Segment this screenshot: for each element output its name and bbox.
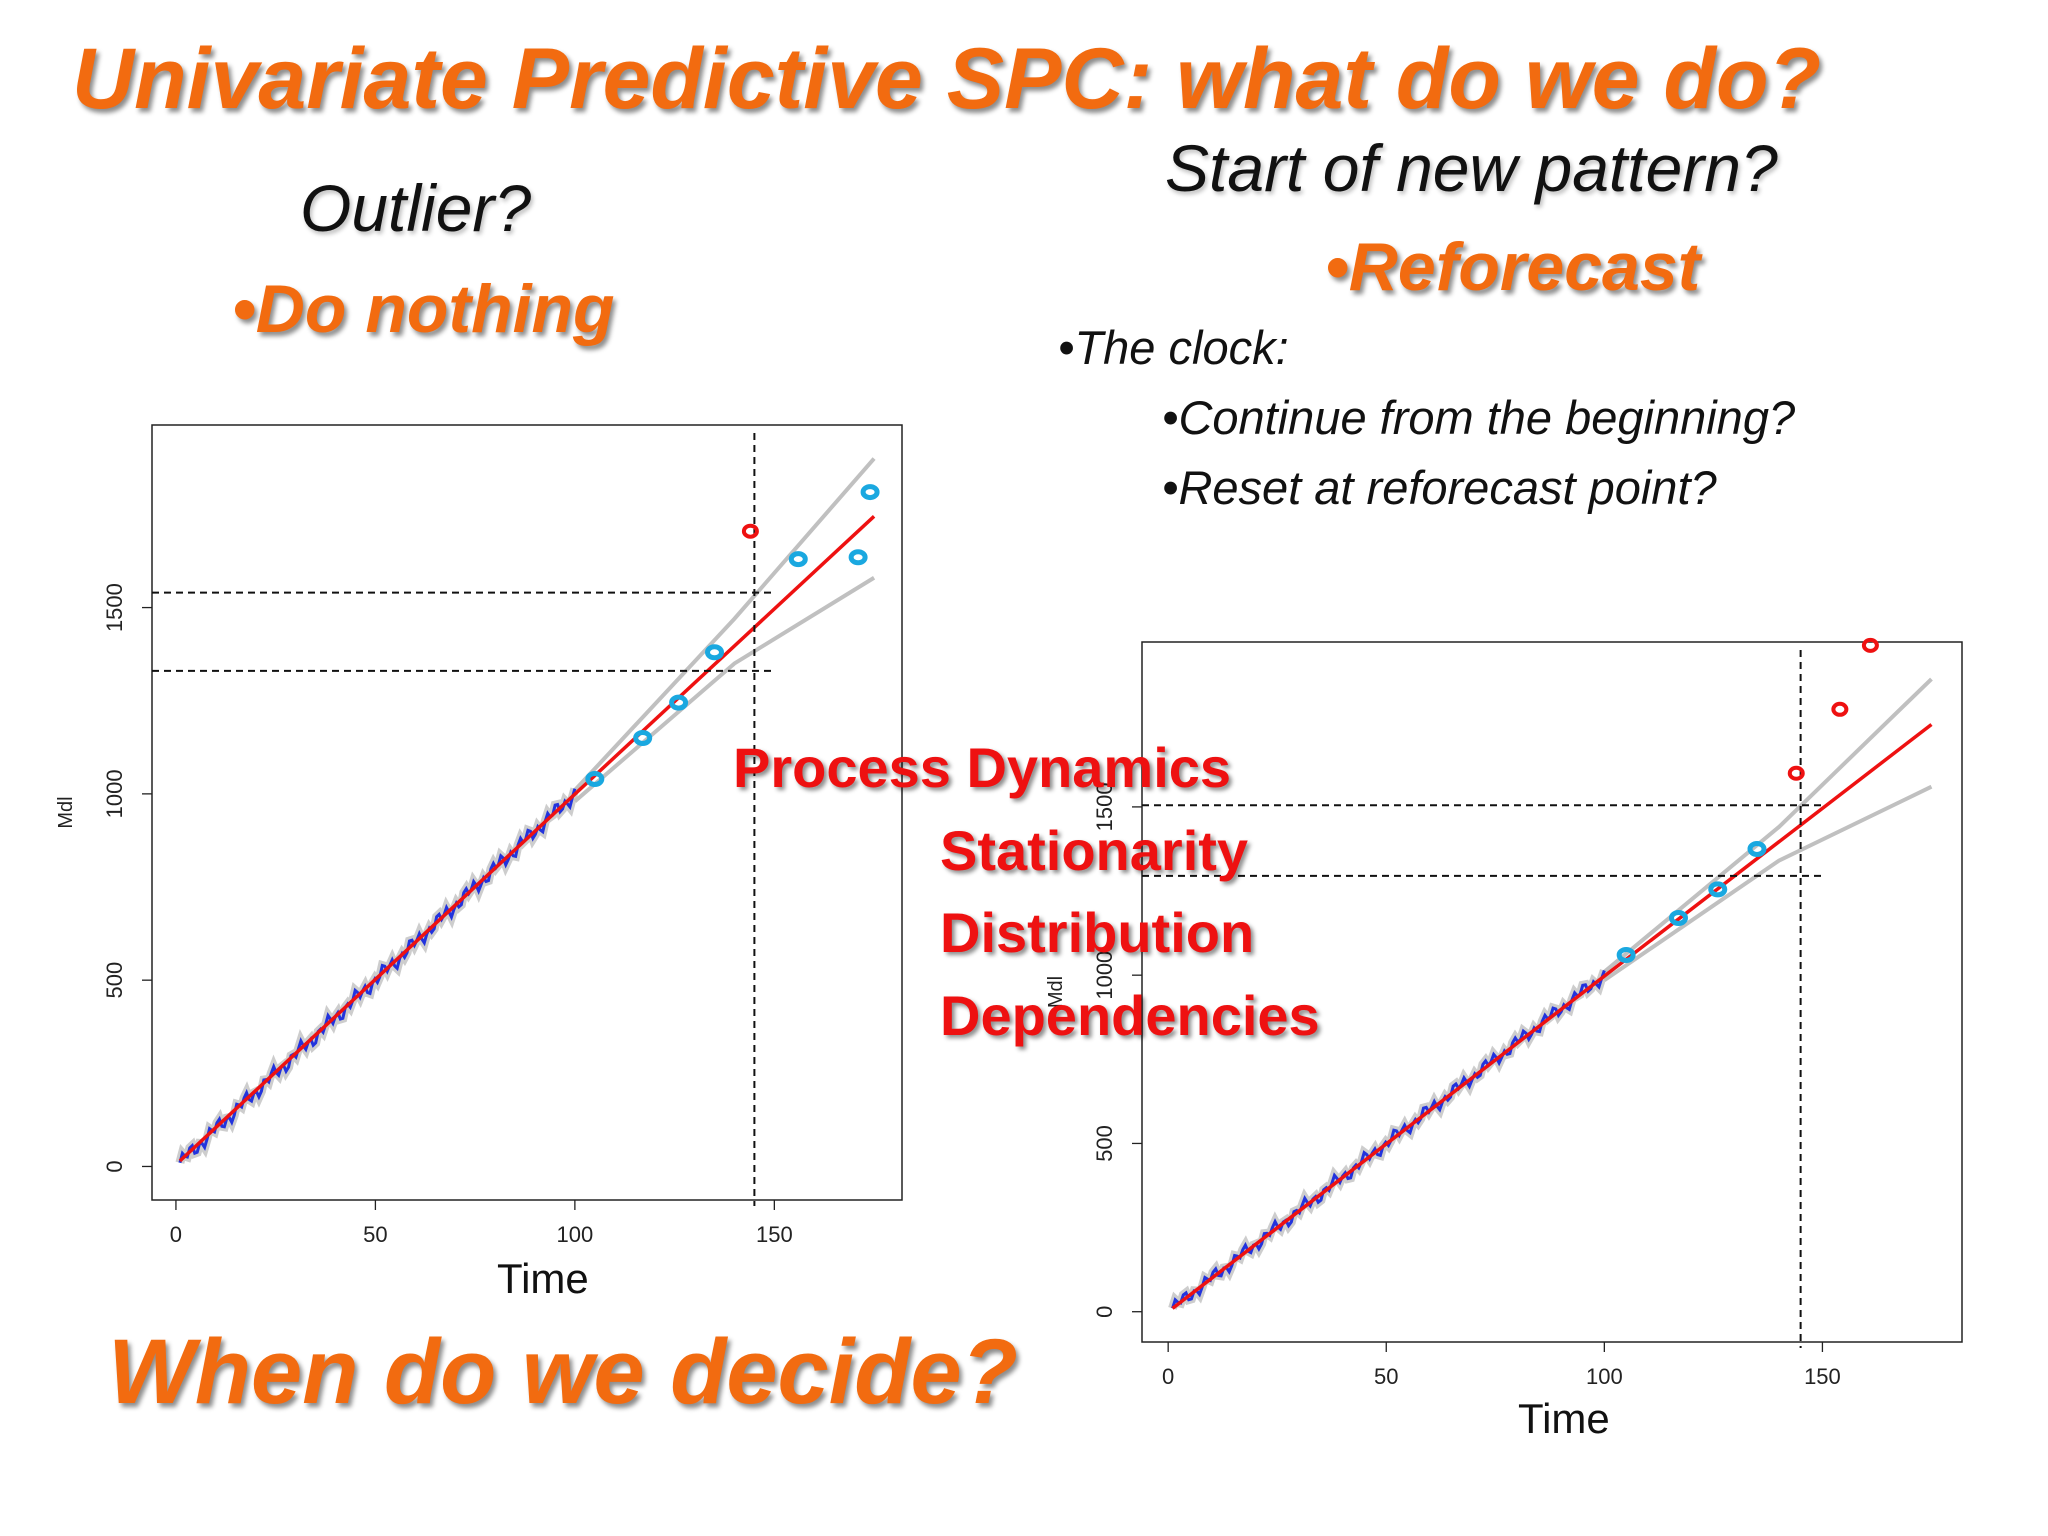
y-tick-label: 0 [1092, 1306, 1117, 1318]
new-point [585, 770, 605, 787]
new-point [848, 549, 868, 566]
plot-frame [1141, 641, 1963, 1343]
outlier-question: Outlier? [300, 171, 532, 245]
upper-prediction-band [573, 457, 876, 792]
y-tick-label: 500 [102, 962, 127, 999]
x-tick-label: 150 [1804, 1364, 1841, 1389]
new-point [1708, 881, 1728, 898]
x-tick-label: 0 [170, 1222, 182, 1247]
new-point [788, 551, 808, 568]
alarm-point [741, 523, 759, 539]
x-tick-label: 50 [363, 1222, 387, 1247]
alarm-point [1787, 765, 1805, 781]
new-point [669, 694, 689, 711]
new-point [633, 729, 653, 746]
y-axis-label: Mdl [1045, 976, 1067, 1008]
right-chart-xlabel: Time [1518, 1395, 1610, 1442]
new-point [860, 484, 880, 501]
alarm-point [1861, 637, 1879, 653]
right-chart: 0 50 100 150 0 500 1000 1500 Mdl [1020, 630, 1970, 1390]
overlay-dependencies: Dependencies [940, 984, 1320, 1047]
overlay-process-dynamics: Process Dynamics [733, 736, 1232, 799]
lower-prediction-band [573, 576, 876, 803]
clock-option-reset: •Reset at reforecast point? [1162, 461, 1717, 514]
fit-line [178, 515, 876, 1163]
pattern-action: •Reforecast [1325, 229, 1701, 305]
x-tick-label: 0 [1162, 1364, 1174, 1389]
slide-title: Univariate Predictive SPC: what do we do… [72, 31, 1822, 127]
new-point [705, 644, 724, 661]
x-tick-label: 50 [1374, 1364, 1398, 1389]
y-tick-label: 1500 [102, 583, 127, 632]
pattern-question: Start of new pattern? [1165, 131, 1778, 205]
new-point [1747, 840, 1767, 857]
y-tick-label: 500 [1092, 1125, 1117, 1162]
x-tick-label: 100 [557, 1222, 594, 1247]
x-tick-label: 100 [1586, 1364, 1623, 1389]
clock-label: •The clock: [1058, 321, 1289, 374]
y-axis-label: Mdl [55, 796, 77, 828]
clock-option-continue: •Continue from the beginning? [1162, 391, 1796, 444]
y-tick-label: 1500 [1092, 782, 1117, 831]
alarm-point [1831, 701, 1849, 717]
y-tick-label: 0 [102, 1160, 127, 1172]
new-point [1616, 946, 1636, 963]
y-tick-label: 1000 [102, 769, 127, 818]
overlay-stationarity: Stationarity [940, 819, 1249, 882]
outlier-action: •Do nothing [232, 271, 615, 347]
left-chart: 0 50 100 150 0 500 1000 1500 Mdl [40, 415, 910, 1315]
fit-line [1171, 723, 1933, 1310]
lower-prediction-band [1603, 784, 1933, 982]
upper-prediction-band [1603, 677, 1933, 974]
new-point [1668, 909, 1688, 926]
left-chart-xlabel: Time [497, 1255, 589, 1302]
when-decide-question: When do we decide? [108, 1321, 1018, 1423]
y-tick-label: 1000 [1092, 951, 1117, 1000]
x-tick-label: 150 [756, 1222, 793, 1247]
overlay-distribution: Distribution [940, 901, 1255, 964]
plot-frame [151, 424, 903, 1201]
